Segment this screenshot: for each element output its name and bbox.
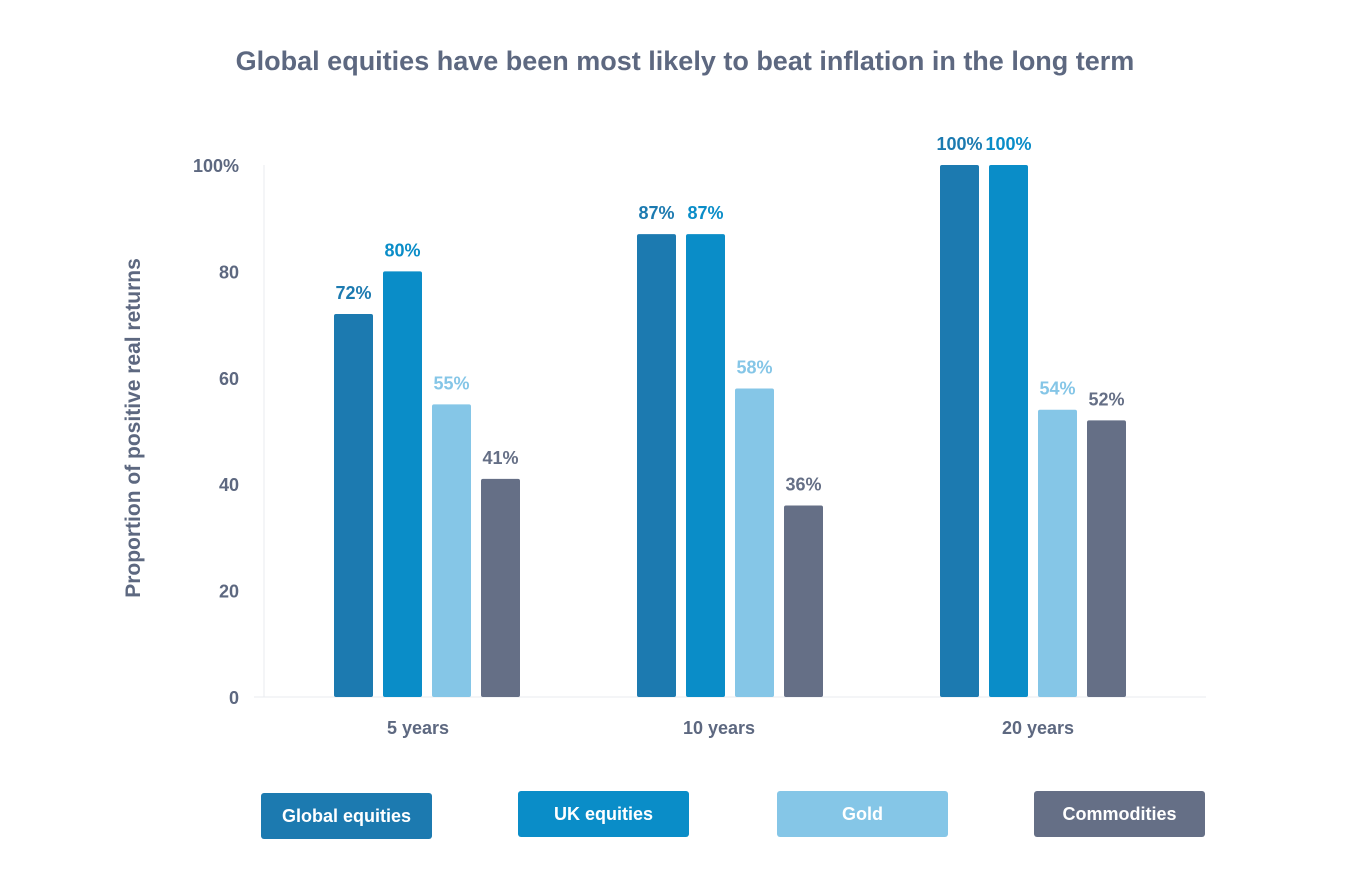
bar bbox=[432, 404, 471, 697]
y-axis-ticks: 0 20 40 60 80 100% bbox=[193, 156, 239, 708]
data-label: 80% bbox=[384, 240, 420, 260]
data-label: 55% bbox=[433, 373, 469, 393]
y-tick-label: 40 bbox=[219, 475, 239, 495]
bar bbox=[481, 478, 520, 697]
y-tick-label: 80 bbox=[219, 262, 239, 282]
data-label: 36% bbox=[785, 474, 821, 494]
bar bbox=[1087, 420, 1126, 697]
x-category-label: 5 years bbox=[387, 718, 449, 738]
bar bbox=[784, 505, 823, 697]
x-category-label: 10 years bbox=[683, 718, 755, 738]
bar bbox=[637, 234, 676, 697]
category-labels: 5 years 10 years 20 years bbox=[387, 718, 1074, 738]
data-label: 87% bbox=[687, 203, 723, 223]
data-label: 100% bbox=[936, 134, 982, 154]
legend-item-uk-equities[interactable]: UK equities bbox=[518, 791, 689, 837]
bars bbox=[334, 165, 1126, 697]
data-label: 41% bbox=[482, 448, 518, 468]
y-tick-label: 100% bbox=[193, 156, 239, 176]
chart-title: Global equities have been most likely to… bbox=[236, 46, 1135, 76]
bar bbox=[735, 388, 774, 697]
data-label: 100% bbox=[985, 134, 1031, 154]
legend-item-commodities[interactable]: Commodities bbox=[1034, 791, 1205, 837]
data-label: 58% bbox=[736, 357, 772, 377]
data-label: 54% bbox=[1039, 379, 1075, 399]
y-tick-label: 60 bbox=[219, 369, 239, 389]
x-category-label: 20 years bbox=[1002, 718, 1074, 738]
bar bbox=[1038, 409, 1077, 697]
y-axis-label: Proportion of positive real returns bbox=[122, 258, 145, 598]
y-tick-label: 20 bbox=[219, 582, 239, 602]
y-tick-label: 0 bbox=[229, 688, 239, 708]
bar bbox=[686, 234, 725, 697]
legend-item-gold[interactable]: Gold bbox=[777, 791, 948, 837]
bar bbox=[383, 271, 422, 697]
data-label: 52% bbox=[1088, 389, 1124, 409]
bar bbox=[989, 165, 1028, 697]
data-labels: 72% 80% 55% 41% 87% 87% 58% 36% 100% 100% 54% 52% bbox=[335, 134, 1124, 494]
data-label: 87% bbox=[638, 203, 674, 223]
bar bbox=[940, 165, 979, 697]
data-label: 72% bbox=[335, 283, 371, 303]
legend-item-global-equities[interactable]: Global equities bbox=[261, 793, 432, 839]
bar bbox=[334, 313, 373, 697]
